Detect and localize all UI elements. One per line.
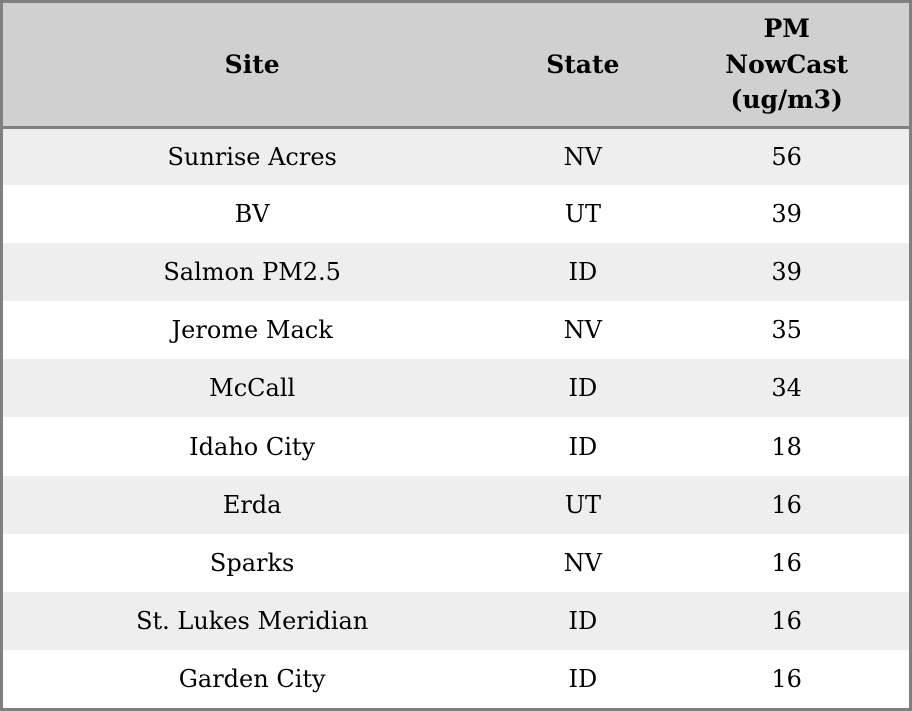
pm-nowcast-cell: 56 — [771, 142, 802, 171]
site-cell: BV — [234, 200, 270, 229]
pm-nowcast-cell: 16 — [771, 606, 802, 635]
site-cell: Garden City — [178, 664, 326, 693]
state-cell: ID — [568, 432, 598, 461]
site-cell: Idaho City — [189, 432, 316, 461]
site-cell: Salmon PM2.5 — [163, 258, 341, 287]
table-row: Erda UT 16 — [3, 475, 909, 534]
table-row: Salmon PM2.5 ID 39 — [3, 243, 909, 302]
pm-nowcast-cell: 18 — [771, 432, 802, 461]
state-cell: NV — [563, 548, 602, 577]
site-cell: Sunrise Acres — [167, 142, 337, 171]
header-site: Site — [3, 3, 502, 129]
state-cell: NV — [563, 316, 602, 345]
table-row: BV UT 39 — [3, 185, 909, 244]
table-row: Sunrise Acres NV 56 — [3, 127, 909, 186]
state-cell: NV — [563, 142, 602, 171]
state-cell: ID — [568, 374, 598, 403]
pm-nowcast-cell: 16 — [771, 664, 802, 693]
pm-nowcast-cell: 35 — [771, 316, 802, 345]
header-state-label: State — [546, 49, 620, 79]
pm-nowcast-cell: 34 — [771, 374, 802, 403]
table-row: McCall ID 34 — [3, 359, 909, 418]
pm-nowcast-cell: 16 — [771, 490, 802, 519]
pm-nowcast-cell: 16 — [771, 548, 802, 577]
pm-nowcast-cell: 39 — [771, 200, 802, 229]
site-cell: Jerome Mack — [171, 316, 333, 345]
header-site-label: Site — [224, 49, 280, 79]
header-row: Site State PM NowCast (ug/m3) — [3, 3, 909, 129]
state-cell: ID — [568, 258, 598, 287]
table-header: Site State PM NowCast (ug/m3) — [3, 3, 909, 129]
table-row: Jerome Mack NV 35 — [3, 301, 909, 360]
state-cell: ID — [568, 606, 598, 635]
table-row: Sparks NV 16 — [3, 533, 909, 592]
table-row: Garden City ID 16 — [3, 649, 909, 708]
state-cell: ID — [568, 664, 598, 693]
header-pm-nowcast: PM NowCast (ug/m3) — [664, 3, 909, 129]
table-row: Idaho City ID 18 — [3, 417, 909, 476]
pm-nowcast-cell: 39 — [771, 258, 802, 287]
state-cell: UT — [564, 200, 601, 229]
site-cell: Sparks — [209, 548, 295, 577]
site-cell: St. Lukes Meridian — [136, 606, 369, 635]
header-state: State — [501, 3, 665, 129]
table-body: Sunrise Acres NV 56 BV UT 39 Salmon PM2.5 ID 39 J… — [3, 127, 909, 708]
site-cell: McCall — [209, 374, 296, 403]
table-row: St. Lukes Meridian ID 16 — [3, 591, 909, 650]
state-cell: UT — [564, 490, 601, 519]
pm-nowcast-table: Site State PM NowCast (ug/m3) Sunrise Ac… — [3, 3, 909, 708]
site-cell: Erda — [222, 490, 282, 519]
header-pm-nowcast-label: PM NowCast (ug/m3) — [725, 14, 849, 114]
